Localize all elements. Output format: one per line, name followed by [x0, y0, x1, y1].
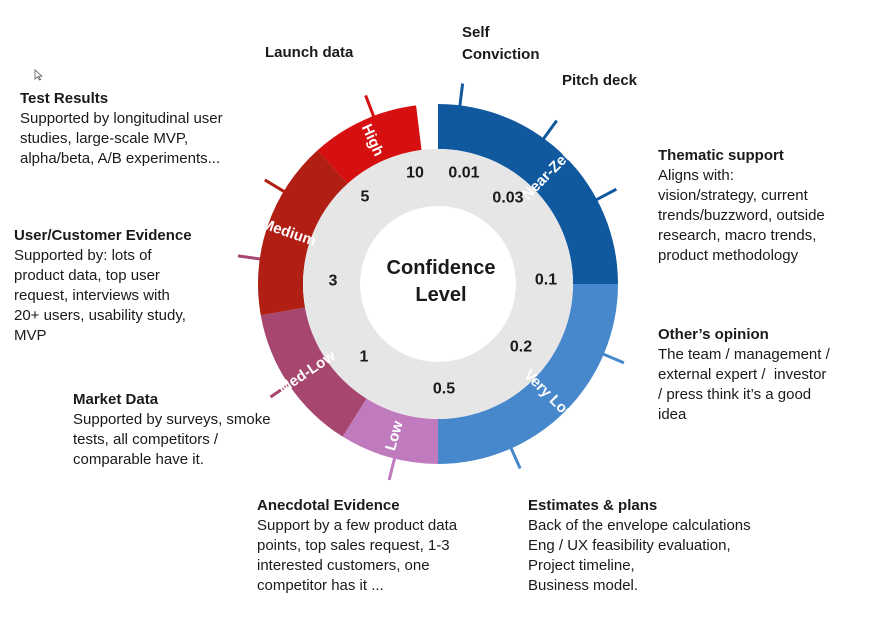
segment-low — [342, 398, 438, 464]
tick-mark — [237, 254, 262, 261]
value-label: 10 — [406, 165, 424, 182]
segment-medium — [258, 150, 348, 316]
user-customer-evidence-annotation: User/Customer Evidence Supported by: lot… — [14, 226, 224, 346]
others-opinion-title: Other’s opinion — [658, 326, 769, 343]
tick-mark — [364, 94, 376, 119]
value-label: 0.2 — [510, 339, 532, 356]
mouse-pointer-icon — [34, 69, 43, 81]
value-labels: 0.01 0.03 0.1 0.2 0.5 1 3 5 10 — [329, 165, 558, 398]
tick-mark — [458, 83, 465, 108]
market-data-text: Supported by surveys, smoke tests, all c… — [73, 411, 271, 468]
tick-mark — [387, 456, 397, 481]
tick-mark — [601, 352, 625, 365]
center-title-line2: Level — [415, 284, 466, 306]
tick-marks — [237, 83, 625, 481]
segment-very-low — [438, 284, 618, 464]
anecdotal-evidence-annotation: Anecdotal Evidence Support by a few prod… — [257, 496, 517, 596]
test-results-title: Test Results — [20, 90, 109, 107]
value-label: 0.1 — [535, 272, 557, 289]
value-label: 5 — [361, 189, 370, 206]
value-label: 1 — [360, 349, 369, 366]
thematic-support-annotation: Thematic support Aligns with: vision/str… — [658, 146, 878, 266]
pitch-deck-label: Pitch deck — [562, 72, 638, 89]
test-results-text: Supported by longitudinal user studies, … — [20, 110, 223, 167]
anecdotal-evidence-text: Support by a few product data points, to… — [257, 517, 458, 594]
value-label: 3 — [329, 273, 338, 290]
tick-mark — [594, 187, 618, 202]
estimates-plans-text: Back of the envelope calculations Eng / … — [528, 517, 751, 594]
segment-med-low — [260, 307, 367, 437]
value-label: 0.03 — [492, 190, 523, 207]
others-opinion-annotation: Other’s opinion The team / management / … — [658, 325, 878, 425]
segment-high — [317, 105, 422, 184]
center-title-line1: Confidence — [387, 257, 496, 279]
value-label: 0.01 — [448, 165, 479, 182]
tick-mark — [264, 178, 287, 194]
user-customer-evidence-text: Supported by: lots of product data, top … — [14, 247, 186, 344]
tick-mark — [509, 446, 522, 470]
anecdotal-evidence-title: Anecdotal Evidence — [257, 497, 400, 514]
confidence-ring — [258, 104, 618, 464]
tick-mark — [269, 382, 292, 399]
value-label: 0.5 — [433, 381, 455, 398]
market-data-title: Market Data — [73, 391, 159, 408]
center-hole — [360, 206, 516, 362]
test-results-annotation: Test Results Supported by longitudinal u… — [20, 89, 270, 169]
user-customer-evidence-title: User/Customer Evidence — [14, 227, 192, 244]
launch-data-label: Launch data — [265, 44, 354, 61]
segment-near-zero — [438, 104, 618, 284]
self-conviction-label: Self Conviction — [462, 24, 540, 63]
estimates-plans-title: Estimates & plans — [528, 497, 658, 514]
thematic-support-title: Thematic support — [658, 147, 784, 164]
thematic-support-text: Aligns with: vision/strategy, current tr… — [658, 167, 825, 264]
estimates-plans-annotation: Estimates & plans Back of the envelope c… — [528, 496, 828, 596]
tick-mark — [541, 119, 558, 141]
others-opinion-text: The team / management / external expert … — [658, 346, 830, 423]
market-data-annotation: Market Data Supported by surveys, smoke … — [73, 390, 303, 470]
